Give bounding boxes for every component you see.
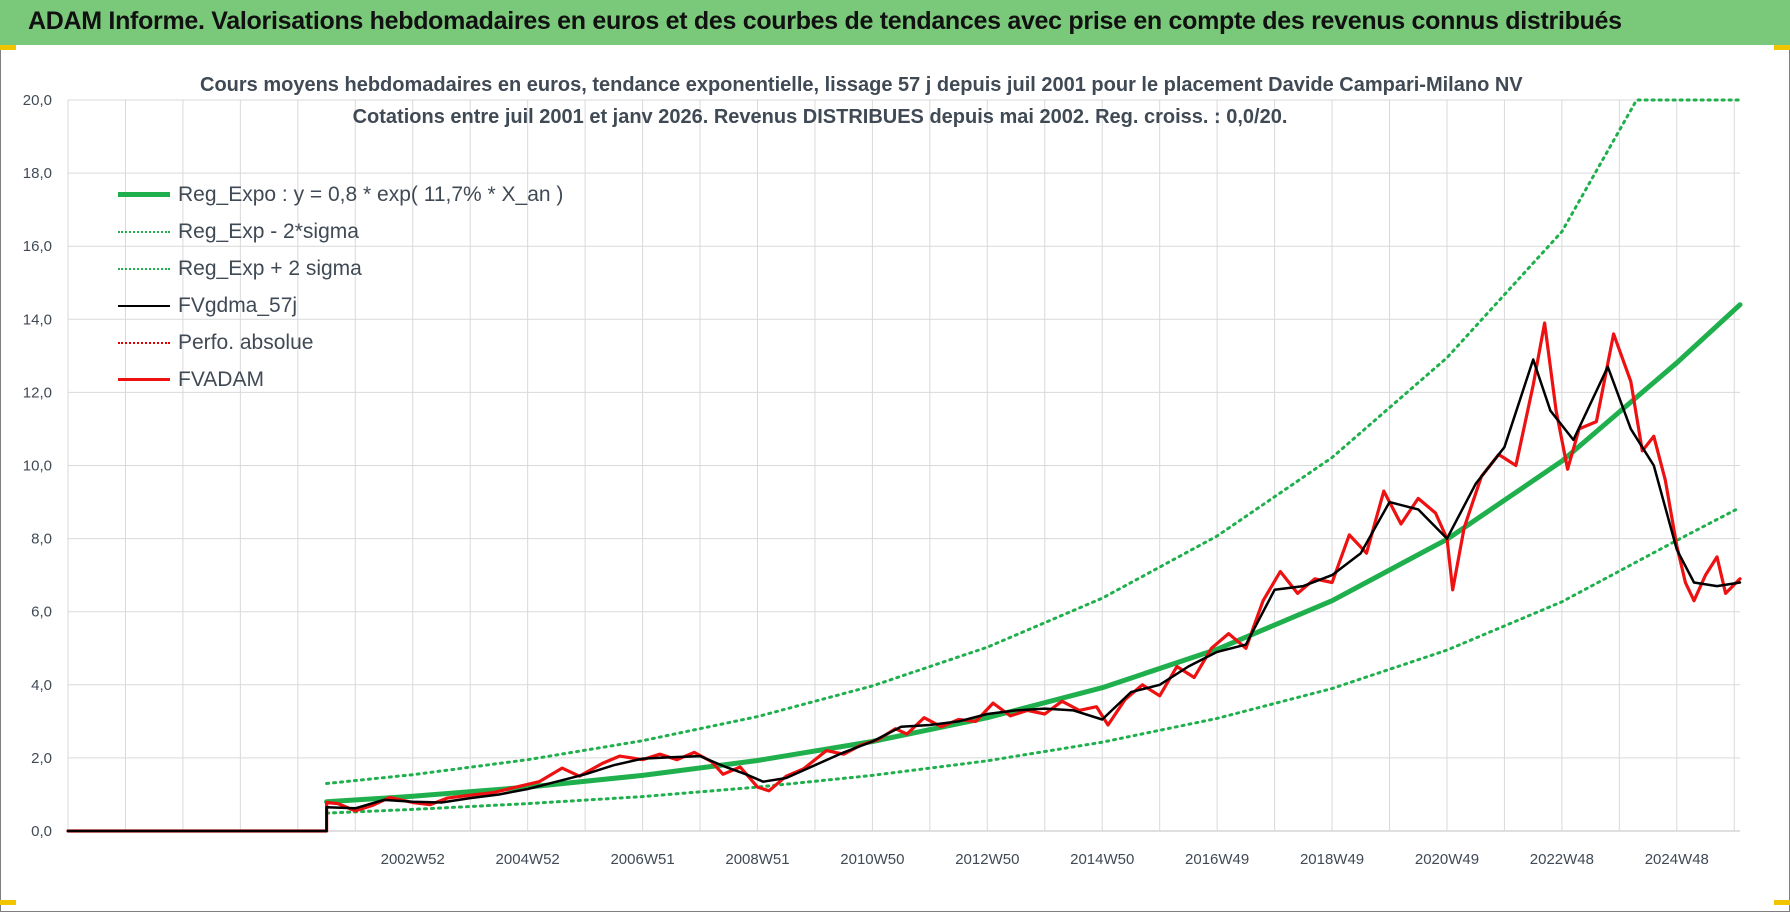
- legend-label: Reg_Expo : y = 0,8 * exp( 11,7% * X_an ): [178, 182, 564, 206]
- corner-marker: [1774, 900, 1790, 905]
- x-tick-label: 2022W48: [1530, 851, 1594, 868]
- y-tick-label: 12,0: [23, 384, 52, 401]
- x-tick-label: 2020W49: [1415, 851, 1479, 868]
- y-tick-label: 10,0: [23, 458, 52, 475]
- reg-exp-low-line: [325, 506, 1742, 815]
- legend-label: Reg_Exp - 2*sigma: [178, 219, 359, 243]
- y-tick-label: 2,0: [31, 750, 52, 767]
- x-tick-label: 2024W48: [1645, 851, 1709, 868]
- legend-swatch: [118, 341, 170, 344]
- chart-legend: Reg_Expo : y = 0,8 * exp( 11,7% * X_an )…: [118, 176, 563, 398]
- legend-item: FVgdma_57j: [118, 287, 563, 324]
- x-tick-label: 2006W51: [610, 851, 674, 868]
- legend-item: Reg_Exp + 2 sigma: [118, 250, 563, 287]
- page-title: ADAM Informe. Valorisations hebdomadaire…: [28, 7, 1622, 35]
- legend-swatch: [118, 378, 170, 381]
- legend-label: Perfo. absolue: [178, 330, 314, 354]
- y-tick-label: 4,0: [31, 677, 52, 694]
- legend-swatch: [118, 267, 170, 270]
- legend-item: Perfo. absolue: [118, 324, 563, 361]
- corner-marker: [1774, 45, 1790, 50]
- legend-swatch: [118, 230, 170, 233]
- corner-marker: [0, 45, 16, 50]
- y-tick-label: 8,0: [31, 531, 52, 548]
- x-tick-label: 2014W50: [1070, 851, 1134, 868]
- fvgdma-line: [66, 358, 1742, 833]
- y-tick-label: 18,0: [23, 165, 52, 182]
- chart-title-line2: Cotations entre juil 2001 et janv 2026. …: [352, 106, 1288, 128]
- fvadam-line: [66, 321, 1742, 833]
- header-banner: ADAM Informe. Valorisations hebdomadaire…: [0, 0, 1790, 45]
- x-tick-label: 2008W51: [725, 851, 789, 868]
- y-tick-label: 0,0: [31, 823, 52, 840]
- legend-label: Reg_Exp + 2 sigma: [178, 256, 362, 280]
- legend-label: FVgdma_57j: [178, 293, 298, 317]
- corner-marker: [0, 900, 16, 905]
- x-tick-label: 2004W52: [496, 851, 560, 868]
- x-tick-label: 2002W52: [381, 851, 445, 868]
- x-tick-label: 2016W49: [1185, 851, 1249, 868]
- x-tick-label: 2018W49: [1300, 851, 1364, 868]
- y-tick-label: 14,0: [23, 311, 52, 328]
- y-tick-label: 20,0: [23, 92, 52, 109]
- legend-item: Reg_Exp - 2*sigma: [118, 213, 563, 250]
- legend-item: FVADAM: [118, 361, 563, 398]
- chart-title-line1: Cours moyens hebdomadaires en euros, ten…: [200, 74, 1523, 96]
- legend-item: Reg_Expo : y = 0,8 * exp( 11,7% * X_an ): [118, 176, 563, 213]
- legend-swatch: [118, 192, 170, 197]
- reg-exp-high-line: [325, 98, 1742, 785]
- x-tick-label: 2010W50: [840, 851, 904, 868]
- legend-swatch: [118, 304, 170, 307]
- x-tick-label: 2012W50: [955, 851, 1019, 868]
- y-tick-label: 6,0: [31, 604, 52, 621]
- legend-label: FVADAM: [178, 367, 264, 391]
- y-tick-label: 16,0: [23, 238, 52, 255]
